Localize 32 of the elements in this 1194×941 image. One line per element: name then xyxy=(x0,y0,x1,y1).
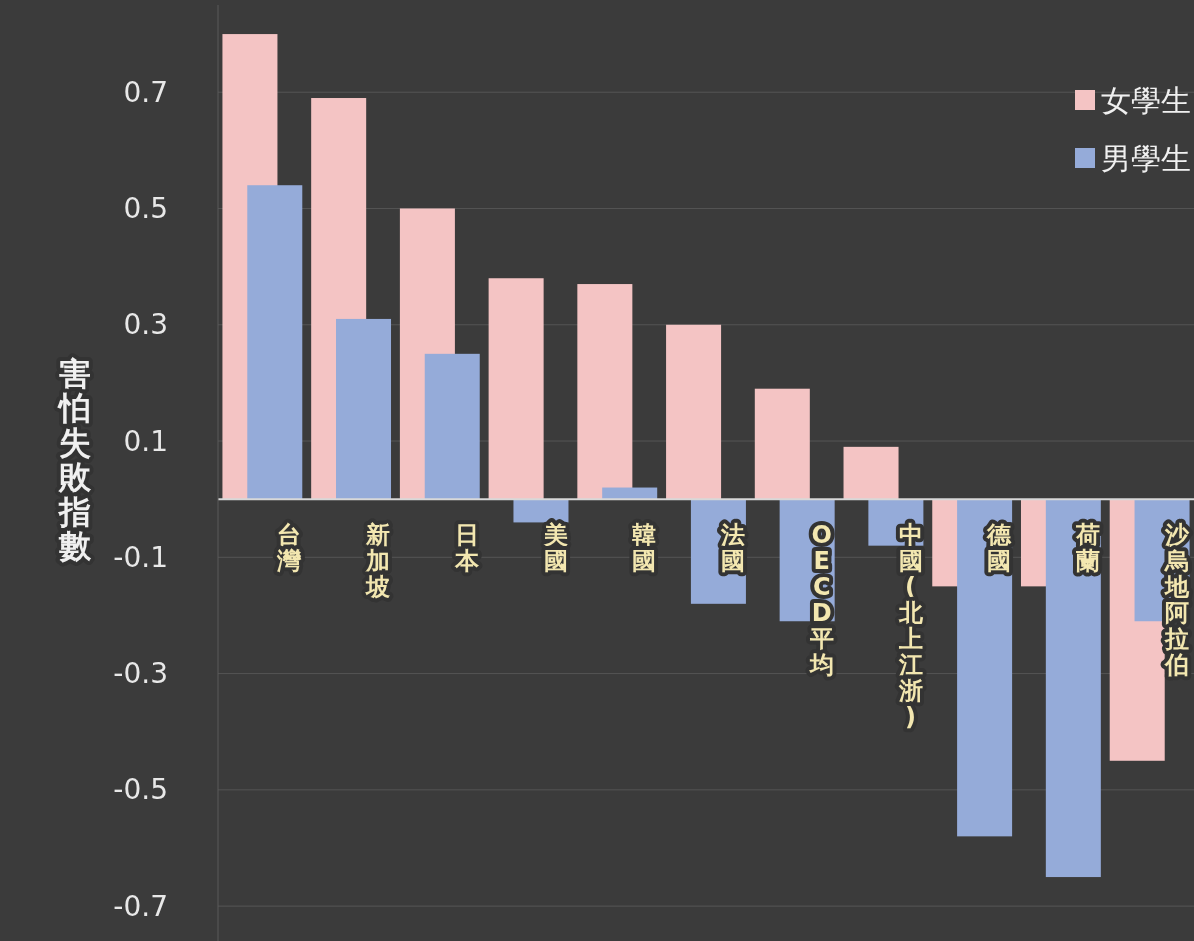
x-tick-label: 中國(北上江浙) xyxy=(897,521,924,731)
y-tick-label: 0.5 xyxy=(123,191,168,225)
y-tick-label: 0.1 xyxy=(123,424,168,458)
bar xyxy=(513,499,569,523)
y-tick-label: -0.3 xyxy=(113,657,168,691)
x-tick-label: 法國 xyxy=(720,521,746,576)
bar xyxy=(488,278,544,500)
bar xyxy=(577,284,633,500)
x-tick-label: 德國 xyxy=(986,521,1013,576)
bar xyxy=(843,446,899,500)
x-tick-label: 日本 xyxy=(453,521,480,576)
legend-label: 女學生 xyxy=(1101,82,1191,118)
legend-label: 男學生 xyxy=(1101,140,1191,176)
y-tick-label: 0.7 xyxy=(123,75,168,109)
x-tick-label: 新加坡 xyxy=(365,521,391,601)
bar xyxy=(336,318,392,500)
bar xyxy=(957,499,1013,837)
bar xyxy=(754,388,810,500)
y-axis-title: 害怕失敗指數 xyxy=(57,354,92,566)
x-tick-label: 美國 xyxy=(542,521,568,576)
y-tick-label: -0.7 xyxy=(113,889,168,923)
bar xyxy=(666,324,722,500)
y-tick-label: -0.1 xyxy=(113,540,168,574)
y-tick-label: 0.3 xyxy=(123,308,168,342)
bar xyxy=(1045,499,1101,878)
bar xyxy=(424,353,480,500)
bar xyxy=(247,185,303,500)
x-tick-label: 韓國 xyxy=(632,521,657,576)
x-tick-label: OECD平均 xyxy=(807,521,834,679)
y-tick-label: -0.5 xyxy=(113,773,168,807)
x-tick-label: 台灣 xyxy=(276,521,303,576)
x-tick-label: 荷蘭 xyxy=(1074,521,1100,576)
